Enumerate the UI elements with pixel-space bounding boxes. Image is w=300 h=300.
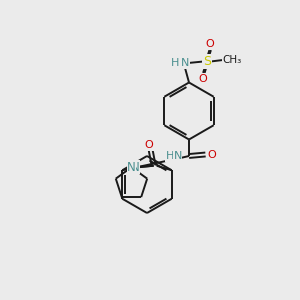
Text: S: S: [203, 55, 211, 68]
Text: O: O: [208, 149, 217, 160]
Text: N: N: [173, 151, 182, 161]
Text: O: O: [205, 39, 214, 50]
Text: N: N: [131, 161, 140, 174]
Text: H: H: [171, 58, 179, 68]
Text: CH₃: CH₃: [222, 55, 242, 65]
Text: O: O: [199, 74, 208, 84]
Text: H: H: [166, 151, 174, 161]
Text: N: N: [181, 58, 190, 68]
Text: N: N: [127, 161, 136, 174]
Text: O: O: [144, 140, 153, 150]
